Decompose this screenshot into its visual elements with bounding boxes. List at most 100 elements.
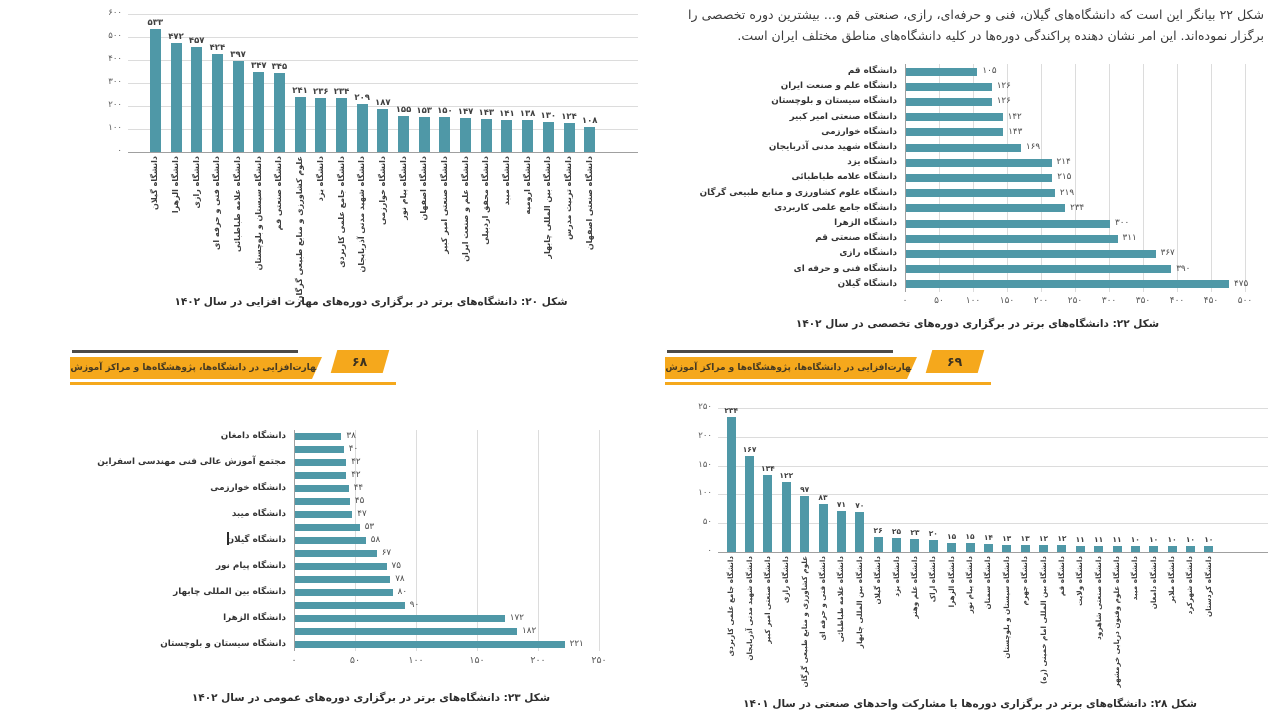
bar-value-label: ۴۲ [351, 457, 361, 467]
bar [726, 417, 736, 552]
bar-value-label: ۱۸۷ [375, 98, 391, 108]
bar-value-label: ۲۵ [891, 527, 902, 536]
category-label: دانشگاه میبد [1130, 556, 1141, 698]
bar [295, 472, 347, 479]
category-label: دانشگاه یزد [847, 157, 897, 168]
bar-value-label: ۱۴۳ [478, 108, 495, 118]
category-label: مجتمع آموزش عالی فنی مهندسی اسفراین [97, 457, 286, 467]
category-label-text: دانشگاه شهرکرد [1185, 556, 1195, 615]
bar [906, 174, 1053, 182]
bar-value-label: ۱۳۰ [540, 111, 557, 121]
bar [906, 128, 1004, 137]
category-label: دانشگاه علامه طباطبائی [791, 172, 897, 183]
category-label: دانشگاه جهرم [1020, 556, 1031, 698]
category-label-text: دانشگاه محقق اردبیلی [481, 156, 491, 245]
category-label-text: دانشگاه قم [1056, 556, 1066, 597]
bar-value-label: ۴۷۵ [1234, 278, 1249, 289]
intro-paragraph: شکل ۲۲ بیانگر این است که دانشگاه‌های گیل… [688, 7, 1264, 43]
bar-value-label: ۳۸ [346, 431, 356, 441]
category-label: دانشگاه کردستان [1204, 556, 1215, 698]
bar-value-label: ۷۱ [836, 500, 846, 509]
category-label-text: دانشگاه جامع علمی کاربردی [726, 556, 736, 657]
bar-value-label: ۵۳ [364, 522, 375, 532]
bar-value-label: ۱۰۸ [581, 116, 598, 126]
category-label: دانشگاه خوارزمی [210, 483, 286, 493]
gridline [128, 152, 638, 153]
bar-value-label: ۱۳ [1002, 534, 1012, 543]
bar-value-label: ۱۷۲ [509, 613, 524, 623]
bar-value-label: ۱۲۲ [779, 471, 794, 480]
bar [295, 615, 505, 622]
category-label: دانشگاه گیلان [873, 556, 884, 698]
bar-value-label: ۲۰ [928, 529, 938, 538]
category-label: دانشگاه جامع علمی کاربردی [337, 156, 348, 292]
bar-value-label: ۴۲ [351, 470, 361, 480]
category-label: دانشگاه علم و صنعت ایران [461, 156, 472, 292]
bar [906, 250, 1156, 258]
category-label: دانشگاه یزد [316, 156, 327, 292]
bar-value-label: ۴۴ [353, 483, 364, 493]
category-label: دانشگاه جامع علمی کاربردی [726, 556, 737, 698]
bar [910, 539, 920, 552]
axis-tick-label: ۵۰ [349, 655, 361, 666]
gridline [128, 14, 638, 15]
category-label-text: دانشگاه میبد [501, 156, 511, 206]
bar [1167, 546, 1177, 552]
bar [294, 97, 306, 152]
axis-tick-label: ۱۵۰ [999, 296, 1015, 306]
bar-value-label: ۲۳۴ [1070, 202, 1085, 213]
gridline [599, 430, 600, 651]
category-label: دانشگاه علم و صنعت ایران [780, 81, 897, 92]
bar [584, 127, 596, 152]
category-label: دانشگاه پیام نور [399, 156, 410, 292]
axis-tick-label: ۱۰۰ [108, 123, 122, 133]
bar [295, 433, 342, 440]
bar-value-label: ۲۳۴ [724, 406, 739, 415]
axis-tick-label: ۳۰۰ [1101, 296, 1117, 306]
bar [295, 459, 347, 466]
bar-value-label: ۱۰۵ [982, 66, 997, 76]
category-label: دانشگاه صنعتی شاهرود [1094, 556, 1105, 698]
category-label: دانشگاه دامغان [1149, 556, 1160, 698]
category-label: دانشگاه شهید مدنی آذربایجان [745, 556, 756, 698]
category-label: دانشگاه پیام نور [965, 556, 976, 698]
bar-value-label: ۱۰ [1149, 535, 1159, 544]
category-label-text: دانشگاه سیستان و بلوچستان [253, 156, 263, 271]
axis-tick-label: ۵۰ [702, 517, 712, 528]
axis-tick-label: ۲۰۰ [530, 655, 546, 666]
category-label: دانشگاه رازی [781, 556, 792, 698]
category-label: دانشگاه صنعتی قم [274, 156, 285, 292]
category-label-text: دانشگاه دامغان [1148, 556, 1158, 610]
category-label: دانشگاه بین المللی چابهار [543, 156, 554, 292]
bar-value-label: ۷۰ [855, 501, 865, 510]
category-label: دانشگاه رازی [839, 248, 897, 259]
bar-value-label: ۴۵ [354, 496, 365, 506]
bar [295, 563, 387, 570]
category-label-text: دانشگاه میبد [1130, 556, 1140, 601]
bar-value-label: ۱۵۰ [437, 106, 453, 116]
bar [501, 120, 513, 152]
category-label: دانشگاه الزهرا [834, 218, 897, 228]
category-label: دانشگاه گیلان [837, 278, 897, 289]
page-number-badge: ۶۸ [330, 350, 390, 373]
bar [295, 589, 393, 596]
figure-caption: شکل ۲۲: دانشگاه‌های برتر در برگزاری دوره… [795, 318, 1160, 330]
category-label-text: دانشگاه صنعتی شاهرود [1093, 556, 1103, 640]
bar-value-label: ۱۵۵ [395, 105, 412, 115]
bar-value-label: ۴۰ [348, 444, 359, 454]
bar [906, 82, 992, 91]
category-label: دانشگاه صنعتی امیر کبیر [440, 156, 451, 292]
bar-value-label: ۵۸ [370, 535, 381, 545]
bar-value-label: ۲۱۹ [1059, 187, 1075, 198]
bar [563, 123, 575, 152]
bar [1149, 546, 1159, 552]
bar [191, 47, 203, 152]
bar [892, 538, 901, 552]
gridline [128, 83, 638, 84]
category-label: دانشگاه گیلان [226, 535, 286, 545]
category-label: دانشگاه صنعتی امیر کبیر [763, 556, 774, 698]
category-label-text: دانشگاه یزد [315, 156, 325, 202]
page-header-banner-right: مهارت‌افزایی در دانشگاه‌ها، پژوهشگاه‌ها … [665, 350, 997, 388]
category-label-text: دانشگاه علامه طباطبائی [836, 556, 846, 643]
bar [906, 158, 1052, 167]
